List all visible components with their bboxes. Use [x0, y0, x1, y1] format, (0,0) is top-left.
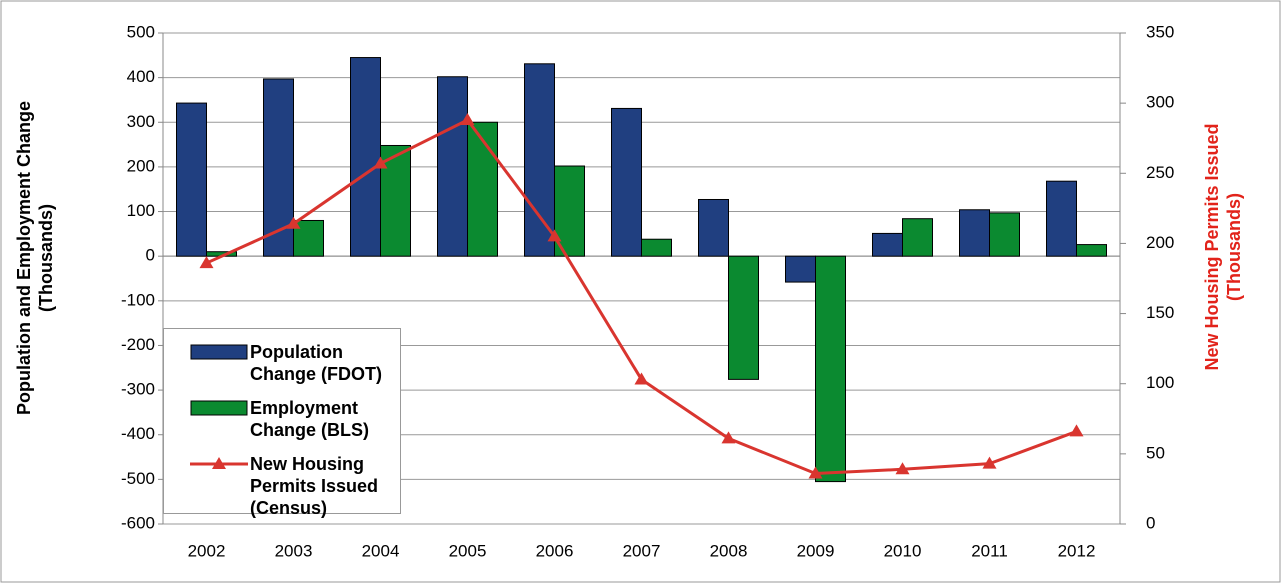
x-tick-label: 2012: [1058, 541, 1096, 560]
legend: Population Change (FDOT) Employment Chang…: [163, 328, 402, 518]
bar: [1046, 180, 1077, 257]
marker: [460, 112, 475, 125]
bar: [524, 63, 555, 257]
bar: [437, 76, 468, 257]
bar: [785, 255, 816, 283]
y-tick-label: -600: [121, 513, 155, 532]
legend-swatch: [190, 457, 248, 469]
bar: [350, 57, 381, 257]
x-tick-label: 2003: [275, 541, 313, 560]
x-tick-label: 2002: [188, 541, 226, 560]
x-tick-label: 2008: [710, 541, 748, 560]
bar: [641, 238, 672, 257]
x-tick-label: 2009: [797, 541, 835, 560]
legend-swatch: [190, 344, 248, 360]
legend-swatch-bar: [190, 344, 248, 360]
y2-tick-label: 100: [1146, 373, 1174, 392]
x-tick-label: 2007: [623, 541, 661, 560]
x-tick-label: 2004: [362, 541, 400, 560]
legend-label: New Housing Permits Issued (Census): [250, 454, 379, 518]
y-tick-label: -400: [121, 424, 155, 443]
y-tick-label: -100: [121, 290, 155, 309]
marker: [1069, 424, 1084, 437]
y-tick-label: 0: [146, 246, 155, 265]
x-tick-label: 2005: [449, 541, 487, 560]
bar: [176, 102, 207, 257]
y-tick-label: 400: [127, 67, 155, 86]
y2-tick-label: 150: [1146, 303, 1174, 322]
bar: [611, 107, 642, 257]
y-tick-label: 500: [127, 22, 155, 41]
y2-tick-label: 50: [1146, 443, 1165, 462]
bar: [1076, 244, 1107, 257]
y-tick-label: -200: [121, 335, 155, 354]
legend-label: Employment Change (BLS): [250, 398, 369, 440]
y2-tick-label: 300: [1146, 93, 1174, 112]
bar: [872, 232, 903, 257]
legend-swatch-marker: [212, 457, 226, 469]
y-tick-label: -300: [121, 380, 155, 399]
legend-swatch-bar: [190, 400, 248, 416]
marker: [547, 229, 562, 242]
y2-tick-label: 200: [1146, 233, 1174, 252]
legend-item: Employment Change (BLS): [190, 397, 402, 441]
y-tick-label: 300: [127, 112, 155, 131]
legend-item: New Housing Permits Issued (Census): [190, 453, 402, 519]
legend-item: Population Change (FDOT): [190, 341, 402, 385]
bar: [902, 218, 933, 257]
marker: [199, 256, 214, 269]
y-tick-label: -500: [121, 469, 155, 488]
marker: [634, 372, 649, 385]
marker: [982, 456, 997, 469]
x-tick-label: 2011: [971, 541, 1008, 560]
marker: [721, 431, 736, 444]
legend-swatch: [190, 400, 248, 416]
x-tick-label: 2010: [884, 541, 922, 560]
bar: [380, 144, 411, 257]
bar: [959, 209, 990, 257]
marker: [808, 466, 823, 479]
bar: [467, 121, 498, 257]
marker: [895, 462, 910, 475]
legend-label: Population Change (FDOT): [250, 342, 382, 384]
y2-axis-title: New Housing Permits Issued (Thousands): [1202, 123, 1244, 371]
bar: [728, 255, 759, 380]
bar: [989, 212, 1020, 257]
x-tick-label: 2006: [536, 541, 574, 560]
y2-tick-label: 250: [1146, 163, 1174, 182]
y2-tick-label: 0: [1146, 513, 1155, 532]
marker: [286, 216, 301, 229]
y-tick-label: 200: [127, 156, 155, 175]
y-tick-label: 100: [127, 201, 155, 220]
bar: [698, 198, 729, 257]
y-axis-title: Population and Employment Change (Thousa…: [14, 101, 56, 416]
y2-tick-label: 350: [1146, 22, 1174, 41]
bar: [815, 255, 846, 483]
marker: [373, 156, 388, 169]
